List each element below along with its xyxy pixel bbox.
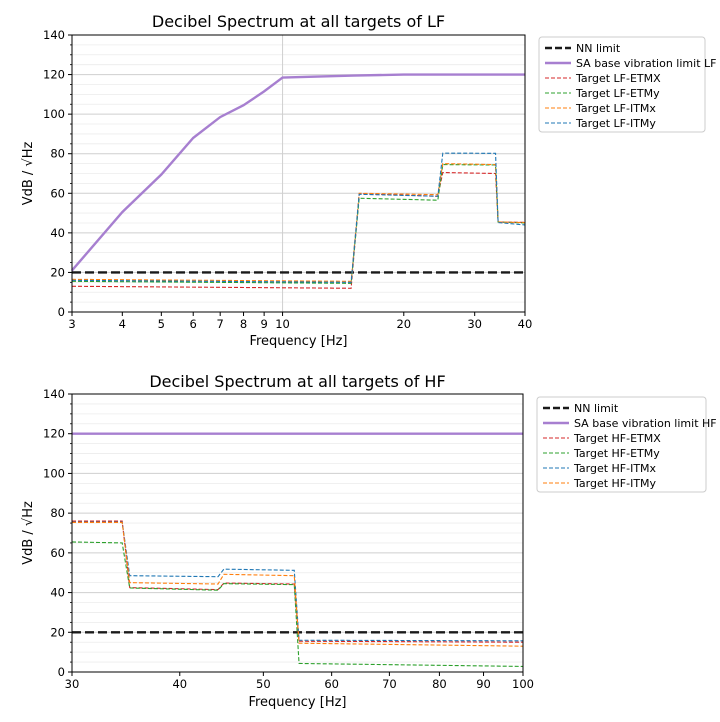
chart-title: Decibel Spectrum at all targets of LF [152,12,445,31]
y-tick-label: 140 [43,28,65,42]
chart-title: Decibel Spectrum at all targets of HF [149,372,445,391]
y-tick-label: 20 [50,265,65,279]
y-tick-label: 120 [43,427,65,441]
legend-label: Target HF-ITMx [573,462,657,475]
series-line-6 [71,152,526,283]
x-tick-label: 5 [158,317,165,331]
legend-label: NN limit [574,402,619,415]
legend-label: SA base vibration limit LF [576,57,716,70]
y-axis-label: VdB / √Hz [21,501,36,565]
series-line-5 [71,163,526,282]
x-tick-label: 90 [476,677,491,691]
y-axis-label: VdB / √Hz [21,142,36,206]
legend-label: Target LF-ITMy [575,117,656,130]
y-tick-label: 100 [43,466,65,480]
legend-label: SA base vibration limit HF [574,417,717,430]
series-line-6 [72,521,524,647]
y-tick-label: 40 [50,586,65,600]
series-line-3 [71,171,526,289]
x-tick-label: 30 [65,677,80,691]
legend: NN limit SA base vibration limit LF Target… [538,36,716,133]
x-axis: 3 4 5 6 7 8 9 10 20 30 40 [68,312,532,331]
y-tick-label: 140 [43,387,65,401]
y-tick-label: 0 [58,665,65,679]
series-line-5 [72,521,524,642]
y-tick-label: 60 [50,186,65,200]
x-tick-label: 70 [382,677,397,691]
x-tick-label: 7 [217,317,224,331]
y-tick-label: 80 [50,506,65,520]
x-tick-label: 40 [172,677,187,691]
legend-label: Target HF-ETMy [573,447,660,460]
x-tick-label: 100 [512,677,534,691]
legend-box [538,36,706,133]
y-tick-label: 60 [50,546,65,560]
y-axis: 0 20 40 60 80 100 120 140 [43,387,72,679]
series-line-4 [71,541,524,667]
x-tick-label: 20 [396,317,411,331]
x-tick-label: 4 [119,317,126,331]
x-axis: 30 40 50 60 70 80 90 100 [65,672,534,691]
x-tick-label: 50 [256,677,271,691]
x-tick-label: 3 [68,317,75,331]
y-tick-label: 40 [50,226,65,240]
y-tick-label: 100 [43,107,65,121]
legend-label: Target HF-ETMX [573,432,661,445]
series-group [71,432,524,667]
series-group [71,73,526,289]
y-tick-label: 80 [50,147,65,161]
series-line-2 [71,73,525,272]
x-axis-label: Frequency [Hz] [248,695,346,710]
legend-label: NN limit [576,42,621,55]
legend-label: Target LF-ITMx [575,102,656,115]
x-tick-label: 60 [324,677,339,691]
legend-label: Target LF-ETMy [575,87,660,100]
legend: NN limit SA base vibration limit HF Target… [536,396,717,493]
x-tick-label: 80 [432,677,447,691]
y-tick-label: 120 [43,68,65,82]
legend-box [536,396,707,493]
x-tick-label: 10 [275,317,290,331]
legend-label: Target HF-ITMy [573,477,657,490]
x-tick-label: 9 [260,317,267,331]
legend-label: Target LF-ETMX [575,72,661,85]
x-tick-label: 8 [240,317,247,331]
y-tick-label: 0 [58,305,65,319]
chart-2: 0 20 40 60 80 100 120 140 30 40 50 60 70 80 90 100 Decib… [21,372,717,710]
x-axis-label: Frequency [Hz] [249,334,347,349]
series-line-4 [71,164,526,284]
y-axis: 0 20 40 60 80 100 120 140 [43,28,72,319]
x-tick-label: 6 [190,317,197,331]
y-tick-label: 20 [50,625,65,639]
x-tick-label: 30 [467,317,482,331]
x-tick-label: 40 [518,317,533,331]
chart-1: 0 20 40 60 80 100 120 140 3 4 5 6 7 8 9 10 20 30 40 Decibel… [21,12,716,349]
